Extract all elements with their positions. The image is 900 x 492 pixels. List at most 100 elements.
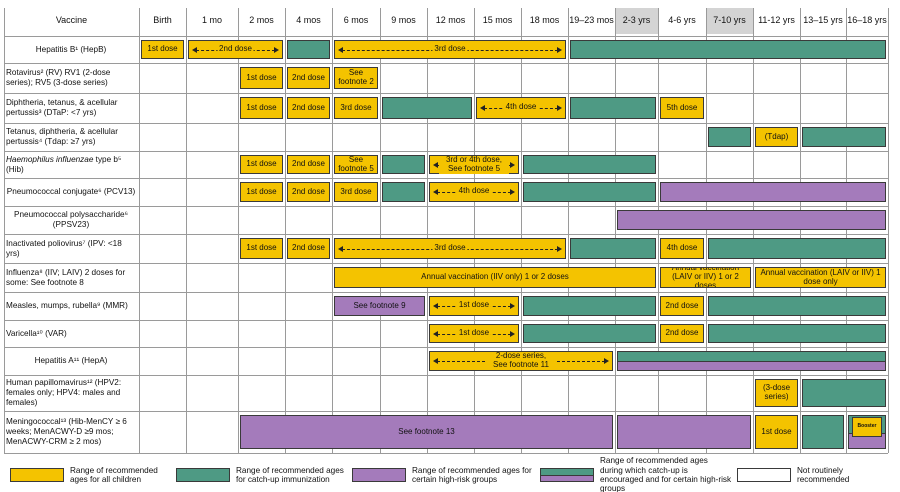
column-header: 19–23 mos (569, 15, 614, 26)
column-divider (658, 8, 659, 453)
arrow-right-icon (557, 246, 562, 252)
schedule-bar-rec: See footnote 2 (334, 67, 378, 89)
bar-label: See footnote 9 (353, 300, 406, 310)
bar-label: Annual vaccination (IIV only) 1 or 2 dos… (421, 272, 569, 282)
row-divider (4, 234, 888, 235)
column-header: 18 mos (529, 15, 560, 26)
dose-range-label: 4th dose (456, 186, 492, 196)
booster-dose-bar: Booster (852, 417, 882, 437)
dose-range-label: 3rd or 4th dose, See footnote 5 (439, 155, 509, 174)
schedule-bar-catch (523, 155, 656, 174)
bar-label: 2nd dose (292, 72, 325, 82)
vaccine-label: Inactivated poliovirus⁷ (IPV: <18 yrs) (4, 234, 136, 263)
arrow-left-icon (338, 246, 343, 252)
schedule-bar-rec: 1st dose (240, 182, 283, 202)
schedule-bar-rec: 3rd dose (334, 182, 378, 202)
arrow-left-icon (433, 189, 438, 195)
column-divider (4, 8, 5, 453)
schedule-bar-catch (382, 182, 425, 202)
schedule-bar-risk (660, 182, 886, 202)
legend-text: Range of recommended ages during which c… (600, 456, 732, 492)
row-divider (4, 123, 888, 124)
column-divider (238, 8, 239, 453)
schedule-bar-rec: 2nd dose (287, 182, 330, 202)
schedule-bar-rec: 1st dose (755, 415, 798, 449)
arrow-right-icon (557, 105, 562, 111)
row-divider (4, 151, 888, 152)
legend-item: Range of recommended ages for catch-up i… (176, 462, 346, 488)
schedule-bar-rec: 1st dose (141, 40, 184, 59)
schedule-bar-rec: 1st dose (240, 238, 283, 259)
legend-swatch-rec (10, 468, 64, 482)
bar-label: 3rd dose (340, 186, 372, 196)
column-divider (521, 8, 522, 453)
schedule-bar-risk: See footnote 9 (334, 296, 425, 316)
vaccine-label: Hepatitis B¹ (HepB) (4, 36, 136, 63)
schedule-bar-rec: 2nd dose (287, 155, 330, 174)
bar-label: 1st dose (147, 44, 178, 54)
dose-range-label: 3rd dose (432, 243, 468, 253)
legend-text: Not routinely recommended (797, 465, 850, 484)
schedule-bar-rec: 4th dose (660, 238, 704, 259)
schedule-bar-catch (382, 155, 425, 174)
row-divider (4, 411, 888, 412)
vaccine-label: Varicella¹⁰ (VAR) (4, 320, 136, 347)
bar-label: 2nd dose (665, 300, 699, 310)
schedule-bar-catch (802, 379, 886, 407)
schedule-bar-rec: (Tdap) (755, 127, 798, 147)
bar-label: 2nd dose (292, 186, 325, 196)
bar-label: 2nd dose (292, 159, 325, 169)
arrow-left-icon (433, 358, 438, 364)
dose-range-label: 1st dose (456, 328, 492, 338)
vaccine-label-text: Meningococcal¹³ (Hib-MenCY ≥ 6 weeks; Me… (6, 417, 127, 446)
arrow-right-icon (510, 162, 515, 168)
bar-label: 1st dose (246, 72, 277, 82)
column-divider (427, 8, 428, 453)
schedule-bar-rec: See footnote 5 (334, 155, 378, 174)
vaccine-label-text: Tetanus, diphtheria, & acellular pertuss… (6, 127, 118, 146)
schedule-bar-rec: 2nd dose (660, 324, 704, 343)
bar-label: 4th dose (666, 243, 698, 253)
bar-label: 1st dose (246, 243, 277, 253)
arrow-left-icon (480, 105, 485, 111)
schedule-bar-catch (570, 238, 656, 259)
column-divider (332, 8, 333, 453)
schedule-bar-rec: Annual vaccination (IIV only) 1 or 2 dos… (334, 267, 656, 288)
column-header: 12 mos (435, 15, 466, 26)
row-divider (4, 36, 888, 37)
column-divider (186, 8, 187, 453)
vaccine-label: Meningococcal¹³ (Hib-MenCY ≥ 6 weeks; Me… (4, 411, 136, 453)
column-header: 6 mos (343, 15, 369, 26)
column-divider (568, 8, 569, 453)
vaccine-label-text: type b⁵ (Hib) (6, 154, 122, 174)
bar-label: 2nd dose (665, 328, 699, 338)
vaccine-label-text: Varicella¹⁰ (VAR) (6, 328, 67, 338)
schedule-bar-catch (708, 238, 886, 259)
arrow-left-icon (433, 331, 438, 337)
bar-label: 1st dose (246, 159, 277, 169)
column-divider (800, 8, 801, 453)
dose-range-label: 4th dose (503, 102, 539, 112)
column-header: Birth (153, 15, 172, 26)
schedule-bar-catch (570, 97, 656, 119)
column-divider (846, 8, 847, 453)
column-header: Vaccine (55, 15, 88, 26)
bar-label: 1st dose (246, 102, 277, 112)
row-divider (4, 178, 888, 179)
vaccine-label-text: Influenza⁸ (IIV; LAIV) 2 doses for some:… (6, 267, 126, 287)
arrow-right-icon (604, 358, 609, 364)
legend-swatch-combo (540, 468, 594, 482)
legend-text: Range of recommended ages for certain hi… (412, 465, 532, 484)
vaccine-label: Tetanus, diphtheria, & acellular pertuss… (4, 123, 136, 151)
column-header: 4-6 yrs (668, 15, 696, 26)
legend-item: Range of recommended ages for certain hi… (352, 462, 532, 488)
vaccine-label: Hepatitis A¹¹ (HepA) (4, 347, 136, 375)
legend-swatch-catch (176, 468, 230, 482)
vaccine-label: Influenza⁸ (IIV; LAIV) 2 doses for some:… (4, 263, 136, 292)
column-divider (753, 8, 754, 453)
row-divider (4, 453, 888, 454)
dose-range-label: 2-dose series, See footnote 11 (486, 351, 556, 370)
schedule-bar-risk (617, 415, 751, 449)
row-divider (4, 320, 888, 321)
